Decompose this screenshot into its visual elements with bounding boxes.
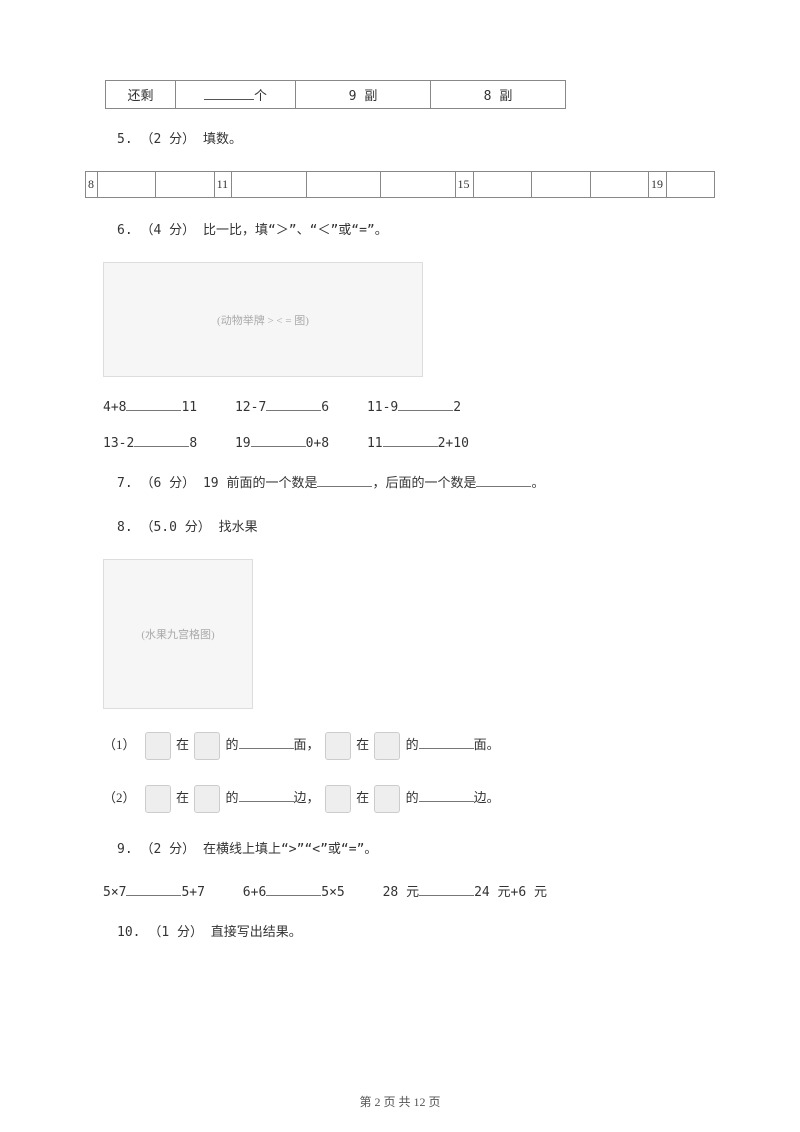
q-text-1: 19 前面的一个数是 [203,476,317,491]
table-row: 8 11 15 19 [86,172,715,198]
cell-blank: 个 [176,81,296,109]
expr-r: 11 [181,400,197,415]
sub-label: （1） [103,737,136,752]
animals-image: (动物举牌 > < = 图) [103,262,423,377]
q-number: 6. [117,223,133,238]
cell-blank [667,172,715,198]
expr-r: 5×5 [321,885,344,900]
table-remaining: 还剩 个 9 副 8 副 [105,80,566,109]
q-text: 找水果 [219,520,258,535]
cell-8fu: 8 副 [431,81,566,109]
fruit-icon [194,732,220,760]
expr-l: 28 元 [383,885,419,900]
fruit-icon [194,785,220,813]
table-row: 还剩 个 9 副 8 副 [106,81,566,109]
fruit-icon [374,732,400,760]
q-text-2: ，后面的一个数是 [372,476,476,491]
expr-r: 2+10 [438,436,469,451]
unit: 个 [254,89,267,104]
sub-label: （2） [103,790,136,805]
expr-r: 0+8 [306,436,329,451]
expr-l: 13-2 [103,436,134,451]
number-sequence-table: 8 11 15 19 [85,171,715,198]
word-zai: 在 [176,790,189,805]
word-de: 的 [226,790,239,805]
q-text-3: 。 [531,476,544,491]
q-text: 比一比，填“＞”、“＜”或“=”。 [203,223,388,238]
expr-l: 5×7 [103,885,126,900]
word-de: 的 [406,790,419,805]
word-bian2: 边。 [474,790,500,805]
expr-l: 12-7 [235,400,266,415]
expr-l: 11-9 [367,400,398,415]
cell-11: 11 [214,172,232,198]
word-de: 的 [226,737,239,752]
expr-l: 19 [235,436,251,451]
cell-15: 15 [455,172,473,198]
expr-r: 6 [321,400,329,415]
cell-9fu: 9 副 [296,81,431,109]
expr-l: 6+6 [243,885,266,900]
q-number: 9. [117,842,133,857]
cell-blank [473,172,531,198]
word-mian: 面， [294,737,320,752]
q-points: （2 分） [140,842,195,857]
cell-label: 还剩 [106,81,176,109]
cell-blank [156,172,214,198]
q-points: （6 分） [140,476,195,491]
fruit-icon [145,732,171,760]
q-number: 5. [117,132,133,147]
word-zai: 在 [356,790,369,805]
expr-r: 8 [189,436,197,451]
q-points: （1 分） [148,925,203,940]
cell-blank [381,172,455,198]
word-zai: 在 [356,737,369,752]
q-number: 7. [117,476,133,491]
q-text: 在横线上填上“>”“<”或“=”。 [203,842,377,857]
expr-l: 11 [367,436,383,451]
question-8: 8. （5.0 分） 找水果 [117,515,715,541]
question-10: 10. （1 分） 直接写出结果。 [117,920,715,946]
cell-blank [306,172,380,198]
cell-blank [532,172,590,198]
q-number: 10. [117,925,140,940]
word-zai: 在 [176,737,189,752]
page-footer: 第 2 页 共 12 页 [0,1093,800,1110]
expr-r: 24 元+6 元 [474,885,547,900]
word-mian2: 面。 [474,737,500,752]
cell-blank [590,172,648,198]
fruit-icon [325,732,351,760]
compare-row-1: 4+8 11 12-7 6 11-9 2 [103,399,715,415]
word-de: 的 [406,737,419,752]
expr-l: 4+8 [103,400,126,415]
expr-r: 2 [453,400,461,415]
cell-blank [97,172,155,198]
fruit-grid-image: (水果九宫格图) [103,559,253,709]
question-5: 5. （2 分） 填数。 [117,127,715,153]
cell-19: 19 [648,172,666,198]
fruit-icon [145,785,171,813]
question-6: 6. （4 分） 比一比，填“＞”、“＜”或“=”。 [117,218,715,244]
q8-sub1: （1） 在 的 面， 在 的 面。 [103,731,715,760]
word-bian: 边， [294,790,320,805]
q-points: （5.0 分） [140,520,210,535]
fruit-icon [325,785,351,813]
q8-sub2: （2） 在 的 边， 在 的 边。 [103,784,715,813]
q-text: 直接写出结果。 [211,925,302,940]
compare-row-2: 13-2 8 19 0+8 11 2+10 [103,435,715,451]
q-points: （2 分） [140,132,195,147]
fruit-icon [374,785,400,813]
question-7: 7. （6 分） 19 前面的一个数是 ，后面的一个数是 。 [117,471,715,497]
compare2-row: 5×7 5+7 6+6 5×5 28 元 24 元+6 元 [103,881,715,900]
cell-8: 8 [86,172,98,198]
q-number: 8. [117,520,133,535]
question-9: 9. （2 分） 在横线上填上“>”“<”或“=”。 [117,837,715,863]
q-text: 填数。 [203,132,242,147]
img-alt: (水果九宫格图) [141,626,214,642]
q-points: （4 分） [140,223,195,238]
img-alt: (动物举牌 > < = 图) [217,312,309,328]
expr-r: 5+7 [181,885,204,900]
cell-blank [232,172,306,198]
